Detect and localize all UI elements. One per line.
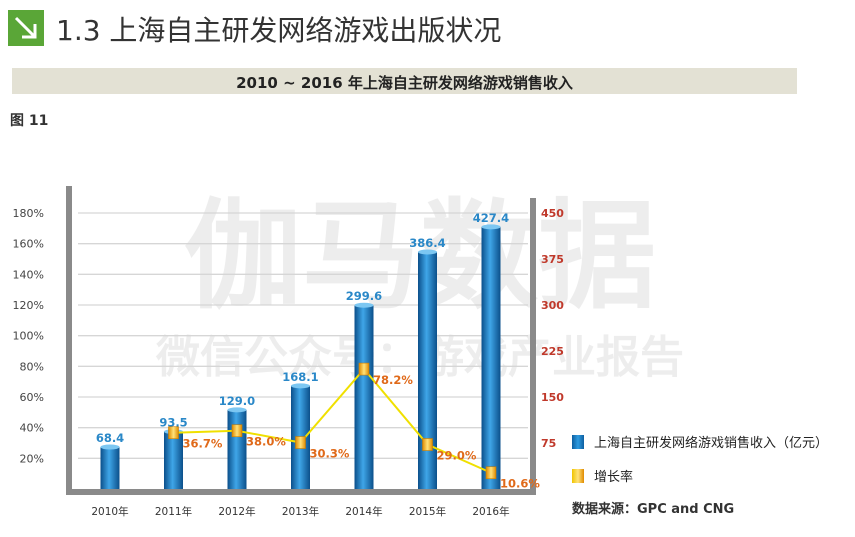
bar-top bbox=[227, 407, 247, 413]
left-tick-label: 140% bbox=[13, 268, 44, 281]
x-tick-label: 2013年 bbox=[282, 505, 319, 518]
bar bbox=[227, 409, 247, 489]
bar-value-label: 93.5 bbox=[159, 416, 187, 430]
left-tick-label: 40% bbox=[20, 422, 44, 435]
right-tick-label: 450 bbox=[541, 207, 564, 220]
x-axis-line bbox=[66, 489, 536, 495]
x-tick-label: 2014年 bbox=[345, 505, 382, 518]
growth-marker bbox=[358, 362, 370, 376]
bar bbox=[100, 447, 120, 489]
left-tick-label: 80% bbox=[20, 360, 44, 373]
x-tick-label: 2012年 bbox=[218, 505, 255, 518]
chart-title: 2010 ~ 2016 年上海自主研发网络游戏销售收入 bbox=[236, 74, 573, 92]
growth-marker bbox=[295, 436, 306, 449]
growth-marker bbox=[168, 426, 179, 440]
growth-value-label: 29.0% bbox=[437, 449, 477, 463]
legend-revenue-label: 上海自主研发网络游戏销售收入（亿元） bbox=[594, 436, 829, 451]
bar-value-label: 427.4 bbox=[473, 211, 509, 225]
bar-value-label: 168.1 bbox=[282, 370, 318, 384]
growth-line bbox=[173, 367, 492, 474]
left-tick-label: 120% bbox=[13, 299, 44, 312]
growth-marker bbox=[231, 424, 243, 438]
growth-value-label: 78.2% bbox=[373, 373, 413, 387]
x-tick-label: 2011年 bbox=[155, 505, 192, 518]
right-tick-label: 375 bbox=[541, 253, 564, 266]
x-tick-label: 2015年 bbox=[409, 505, 446, 518]
growth-marker bbox=[485, 466, 497, 480]
bar bbox=[418, 252, 437, 489]
x-tick-label: 2010年 bbox=[91, 505, 128, 518]
growth-value-label: 30.3% bbox=[310, 447, 350, 461]
corner-icon bbox=[8, 10, 44, 46]
bar-value-label: 129.0 bbox=[219, 394, 255, 408]
left-tick-label: 60% bbox=[20, 391, 44, 404]
right-tick-label: 300 bbox=[541, 299, 564, 312]
bar-top bbox=[418, 249, 437, 255]
legend-growth-swatch bbox=[572, 468, 584, 483]
legend-growth-label: 增长率 bbox=[594, 470, 634, 485]
growth-value-label: 36.7% bbox=[183, 437, 223, 451]
chart-title-banner: 2010 ~ 2016 年上海自主研发网络游戏销售收入 bbox=[12, 68, 797, 94]
figure-label: 图 11 bbox=[10, 113, 49, 129]
left-tick-label: 100% bbox=[13, 330, 44, 343]
data-source: 数据来源：GPC and CNG bbox=[572, 502, 735, 517]
page-title: 1.3 上海自主研发网络游戏出版状况 bbox=[56, 14, 502, 47]
bar bbox=[481, 226, 501, 489]
growth-value-label: 10.6% bbox=[500, 477, 540, 491]
legend-revenue-swatch bbox=[572, 434, 584, 449]
bar-value-label: 299.6 bbox=[346, 289, 382, 303]
growth-value-label: 38.0% bbox=[246, 435, 286, 449]
bar-top bbox=[100, 444, 120, 450]
bar bbox=[164, 431, 183, 489]
left-tick-label: 160% bbox=[13, 238, 44, 251]
right-tick-label: 225 bbox=[541, 345, 564, 358]
bar bbox=[354, 305, 374, 489]
left-tick-label: 180% bbox=[13, 207, 44, 220]
x-tick-label: 2016年 bbox=[472, 505, 509, 518]
legend-growth: 增长率 bbox=[572, 466, 633, 485]
bar-value-label: 386.4 bbox=[409, 236, 445, 250]
bar-top bbox=[291, 383, 310, 389]
bar-value-label: 68.4 bbox=[96, 431, 124, 445]
growth-marker bbox=[422, 438, 433, 451]
right-axis-line bbox=[530, 198, 536, 495]
right-tick-label: 150 bbox=[541, 391, 564, 404]
left-tick-label: 20% bbox=[20, 452, 44, 465]
left-axis-line bbox=[66, 186, 72, 492]
bar-top bbox=[354, 302, 374, 308]
bar-top bbox=[481, 224, 501, 230]
right-tick-label: 75 bbox=[541, 437, 556, 450]
legend-revenue: 上海自主研发网络游戏销售收入（亿元） bbox=[572, 432, 828, 451]
